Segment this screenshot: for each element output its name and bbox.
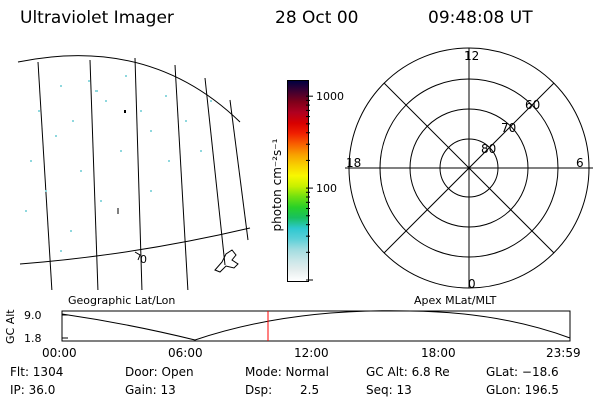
sequence-value: Seq: 13: [366, 383, 412, 397]
time-label-1800: 18:00: [421, 346, 456, 360]
time-label-2359: 23:59: [546, 346, 581, 360]
mode-value: Mode: Normal: [245, 365, 329, 379]
latitude-line-top: [17, 55, 241, 123]
gc-alt-frame: [61, 310, 571, 342]
colorbar-tick-label-1000: 1000: [316, 90, 344, 103]
geographic-label: Geographic Lat/Lon: [68, 294, 176, 307]
time-label-1200: 12:00: [294, 346, 329, 360]
colorbar-gradient: [288, 81, 308, 281]
geo-longitude: GLon: 196.5: [486, 383, 559, 397]
mlt-label-12: 12: [464, 49, 479, 63]
dsp-value: 2.5: [300, 383, 320, 397]
longitude-line: [229, 99, 249, 241]
map-grid: [17, 55, 251, 290]
time-label: 09:48:08 UT: [428, 8, 533, 28]
gc-alt-value: GC Alt: 6.8 Re: [366, 365, 450, 379]
gc-alt-curve: [61, 310, 571, 341]
colorbar-unit: photon cm⁻²s⁻¹: [270, 138, 284, 232]
mlt-label-0: 0: [468, 277, 476, 291]
instrument-title: Ultraviolet Imager: [20, 8, 174, 28]
time-label-0600: 06:00: [168, 346, 203, 360]
gc-alt-tick-bottom: 1.8: [24, 332, 42, 345]
geo-latitude: GLat: −18.6: [486, 365, 559, 379]
longitude-line: [89, 59, 99, 290]
geographic-map: [17, 55, 251, 290]
gc-alt-plot: 9.0 1.8 GC Alt: [4, 309, 571, 345]
axis-diagonal: [383, 82, 555, 254]
dsp-label: Dsp:: [245, 383, 273, 397]
lat-label-70: 70: [501, 121, 516, 135]
flight-number: Flt: 1304: [10, 365, 64, 379]
longitude-line: [37, 61, 53, 290]
longitude-line: [134, 57, 143, 290]
gain-value: Gain: 13: [125, 383, 176, 397]
polar-plot: 12 6 0 18 80 70 60: [345, 47, 593, 291]
mlt-label-6: 6: [576, 156, 584, 170]
date-label: 28 Oct 00: [275, 8, 359, 28]
gc-alt-tick-top: 9.0: [24, 309, 42, 322]
longitude-line: [174, 64, 189, 290]
mlt-label-18: 18: [346, 156, 361, 170]
map-annotation: 0: [140, 253, 147, 266]
gc-alt-ylabel: GC Alt: [4, 309, 17, 344]
colorbar-ticks: 1000 100: [306, 90, 344, 281]
colorbar: [287, 80, 309, 282]
ip-value: IP: 36.0: [10, 383, 56, 397]
lat-label-80: 80: [481, 142, 496, 156]
longitude-line: [204, 77, 226, 266]
time-label-0000: 00:00: [42, 346, 77, 360]
latitude-line-bottom: [19, 227, 251, 265]
coastline: [117, 208, 239, 273]
aurora-speckles: [25, 75, 212, 252]
colorbar-tick-label-100: 100: [316, 182, 337, 195]
door-status: Door: Open: [125, 365, 194, 379]
apex-label: Apex MLat/MLT: [414, 294, 497, 307]
lat-label-60: 60: [525, 98, 540, 112]
